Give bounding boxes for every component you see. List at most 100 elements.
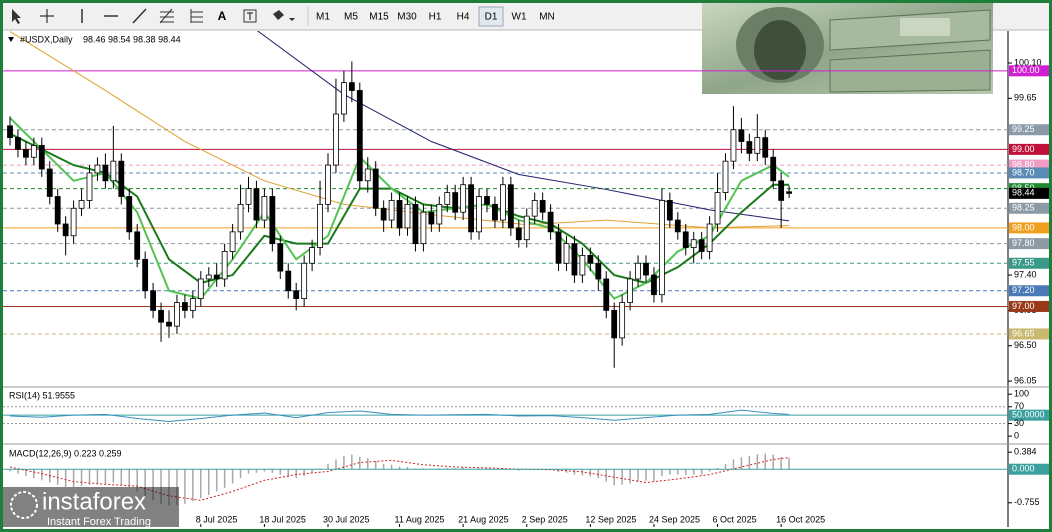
candle-body	[666, 200, 673, 221]
candle-body	[22, 148, 29, 158]
candle-body	[340, 82, 347, 115]
candle-body	[547, 211, 554, 233]
level-label: 97.80	[1012, 238, 1035, 248]
candle-body	[539, 200, 546, 213]
candle-body	[659, 200, 665, 296]
timeframe-button[interactable]: D1	[485, 12, 498, 23]
main-plot	[3, 31, 1008, 368]
candle-body	[778, 180, 785, 201]
collapse-arrow	[8, 37, 14, 42]
candle-body	[245, 188, 252, 205]
x-tick-label: 24 Sep 2025	[649, 514, 700, 524]
candle-body	[770, 156, 777, 182]
level-label-bg	[1009, 202, 1049, 214]
candle-body	[205, 274, 212, 280]
candle-body	[134, 231, 141, 260]
channel-tool[interactable]	[159, 8, 174, 24]
candle-body	[460, 184, 467, 213]
y-tick-label: 0	[1014, 431, 1019, 441]
candle-body	[54, 196, 61, 225]
timeframe-button[interactable]: H4	[457, 12, 470, 23]
candle-body	[484, 196, 490, 205]
candle-body	[611, 309, 618, 339]
candle-body	[722, 160, 729, 193]
candle-body	[15, 137, 21, 150]
dollar-image	[702, 3, 993, 94]
candle-body	[110, 160, 117, 182]
trendline-tool[interactable]	[132, 8, 147, 24]
timeframe-button[interactable]: W1	[512, 12, 527, 23]
x-tick-label: 21 Aug 2025	[458, 514, 509, 524]
x-tick-label: 16 Oct 2025	[776, 514, 825, 524]
candle-body	[420, 211, 427, 245]
shapes-tool[interactable]	[273, 10, 295, 21]
candle-body	[126, 196, 133, 233]
candle-body	[754, 137, 761, 154]
y-tick-label: 99.65	[1014, 93, 1037, 103]
candle-body	[94, 164, 101, 174]
candle-body	[531, 200, 538, 217]
moving-average	[9, 132, 790, 284]
candle-body	[468, 184, 475, 233]
candle-body	[786, 191, 792, 194]
level-label-bg	[1009, 285, 1049, 297]
candle-body	[746, 141, 753, 154]
candle-body	[285, 270, 292, 292]
label-tool[interactable]	[243, 9, 257, 23]
candle-body	[388, 200, 395, 221]
x-tick-label: 18 Jul 2025	[259, 514, 306, 524]
level-label-bg	[1009, 463, 1049, 475]
candle-body	[619, 302, 626, 339]
timeframe-button[interactable]: MN	[539, 12, 555, 23]
candle-body	[102, 164, 109, 182]
timeframe-button[interactable]: M15	[369, 12, 389, 23]
timeframe-button[interactable]: M1	[316, 12, 330, 23]
candle-body	[627, 278, 633, 303]
candle-body	[181, 302, 188, 311]
candle-body	[690, 239, 697, 248]
y-tick-label: 70	[1014, 401, 1024, 411]
candle-body	[309, 247, 316, 264]
level-label-bg	[1009, 257, 1049, 269]
x-tick-label: 2 Sep 2025	[522, 514, 568, 524]
text-tool[interactable]: A	[218, 9, 227, 23]
fibonacci-tool[interactable]	[190, 9, 203, 23]
candle-body	[643, 262, 649, 276]
candle-body	[46, 168, 53, 197]
level-label-bg	[1009, 65, 1049, 77]
panel-title: MACD(12,26,9) 0.223 0.259	[9, 448, 122, 458]
timeframe-button[interactable]: H1	[429, 12, 442, 23]
x-tick-label: 11 Aug 2025	[395, 514, 445, 524]
cursor-tool[interactable]	[12, 9, 21, 24]
rsi-line	[9, 409, 790, 422]
candle-body	[587, 255, 594, 264]
candle-body	[579, 255, 586, 276]
candle-body	[333, 113, 339, 166]
timeframe-button[interactable]: M5	[344, 12, 358, 23]
level-label-bg	[1009, 222, 1049, 234]
candle-body	[507, 184, 514, 229]
candle-body	[515, 227, 522, 241]
candle-body	[595, 262, 602, 280]
bill-corner	[900, 18, 950, 36]
candle-body	[635, 262, 641, 280]
candle-body	[404, 203, 411, 229]
candle-body	[86, 172, 93, 201]
overlay: #USDX,Daily 98.46 98.54 98.38 98.44 100.10…	[3, 34, 1049, 527]
candle-body	[277, 243, 284, 272]
candle-body	[428, 211, 435, 225]
y-tick-label: 0.384	[1014, 447, 1037, 457]
timeframe-button[interactable]: M30	[397, 12, 417, 23]
signal-line	[9, 457, 790, 501]
logo-bg	[3, 487, 179, 527]
panel-title: RSI(14) 51.9555	[9, 390, 75, 400]
level-label: 99.00	[1012, 144, 1035, 154]
ohlc-readout: 98.46 98.54 98.38 98.44	[83, 34, 181, 44]
y-tick-label: 97.40	[1014, 269, 1037, 279]
candle-body	[166, 321, 172, 327]
x-tick-label: 6 Oct 2025	[713, 514, 757, 524]
candle-body	[229, 231, 236, 252]
candle-body	[317, 203, 323, 248]
x-tick-label: 12 Sep 2025	[585, 514, 636, 524]
crosshair-tool[interactable]	[40, 9, 54, 23]
